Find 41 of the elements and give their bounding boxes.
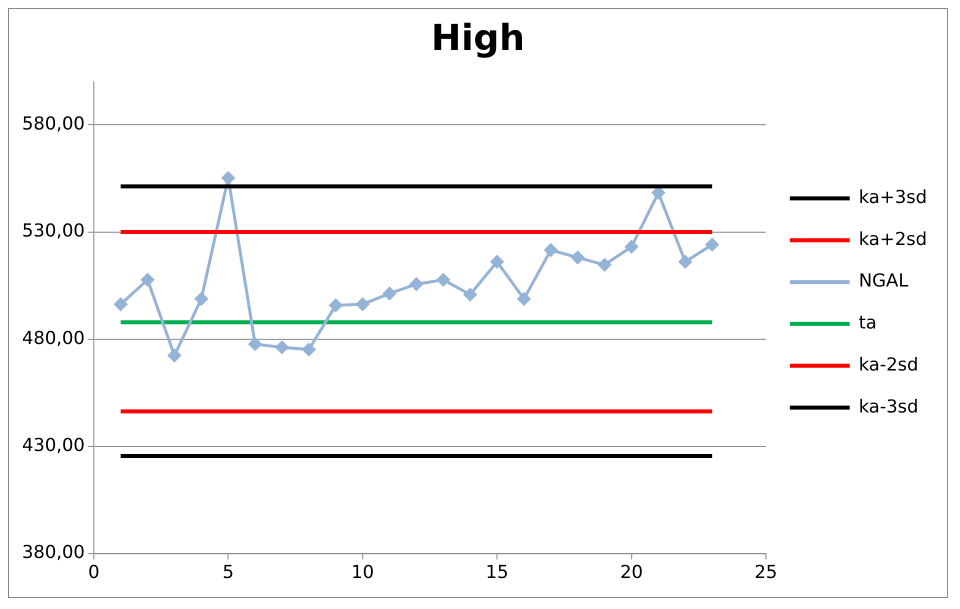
point [329, 298, 342, 312]
x-tick-label: 25 [754, 562, 778, 583]
y-tick-label: 480,00 [22, 328, 85, 349]
point [706, 238, 719, 252]
y-tick-label: 380,00 [22, 542, 85, 564]
point [194, 292, 208, 306]
x-tick-label: 15 [486, 562, 508, 583]
legend-label: ka+2sd [858, 228, 928, 250]
point [625, 240, 638, 254]
point [544, 244, 558, 256]
legend-label: ta [858, 312, 877, 334]
point [436, 273, 450, 286]
point [598, 258, 612, 272]
y-tick-label: 430,00 [22, 435, 85, 456]
x-tick-label: 10 [351, 562, 374, 583]
x-tick-label: 5 [222, 562, 234, 583]
legend-label: NGAL [858, 270, 908, 292]
point [276, 340, 288, 354]
legend-label: ka+3sd [858, 187, 928, 208]
chart-title: High [431, 18, 525, 59]
point [141, 273, 154, 286]
point [571, 251, 584, 264]
point [168, 349, 181, 362]
point [383, 287, 396, 300]
legend-label: ka-3sd [858, 396, 918, 418]
legend-label: ka-2sd [858, 354, 918, 376]
point [678, 255, 692, 268]
x-tick-label: 20 [620, 562, 643, 583]
point [464, 288, 477, 302]
point [248, 338, 262, 351]
point [222, 172, 235, 184]
point [490, 255, 504, 268]
point [302, 342, 316, 356]
point [114, 298, 128, 311]
y-tick-label: 580,00 [22, 113, 85, 134]
point [517, 292, 530, 306]
point [652, 186, 665, 200]
point [410, 278, 423, 291]
y-tick-label: 530,00 [22, 220, 85, 242]
point [356, 298, 370, 311]
x-tick-label: 0 [88, 562, 100, 583]
